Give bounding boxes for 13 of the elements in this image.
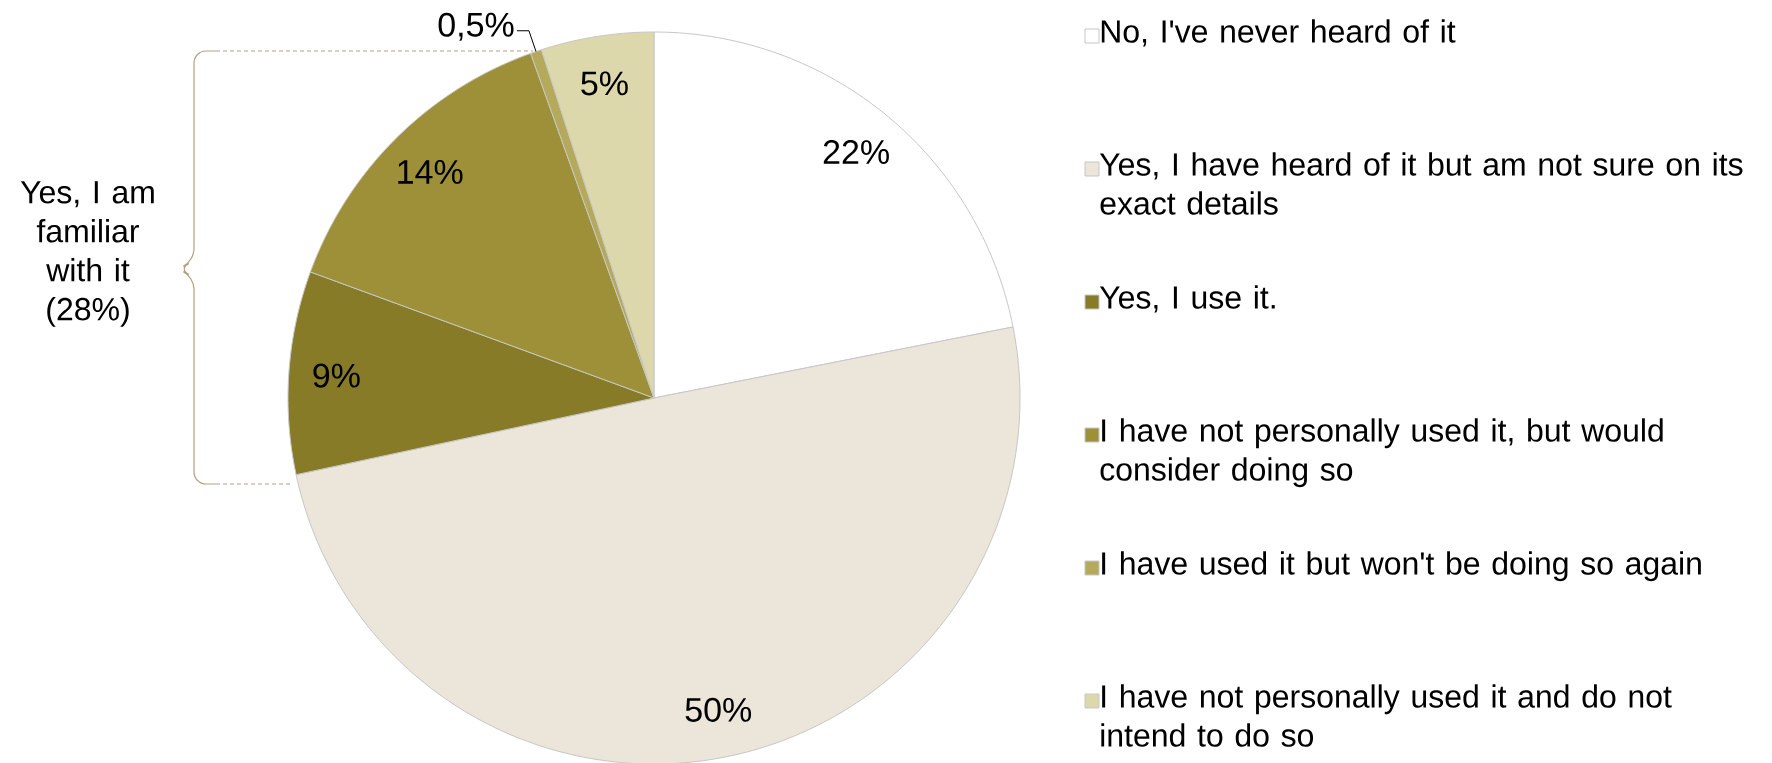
legend-label: I have used it but won't be doing so again: [1102, 551, 1701, 582]
data-label: 0,5%: [438, 12, 514, 41]
text: Yes, I am familiar with it (28%): [20, 181, 154, 327]
data-label: 5%: [581, 71, 628, 96]
legend-label: Yes, I use it.: [1099, 285, 1275, 313]
data-label: 22%: [823, 140, 889, 164]
data-label: 50%: [685, 697, 752, 722]
data-label: 14%: [398, 160, 463, 184]
legend-label: I have not personally used it, but would consider doing so: [1100, 418, 1663, 488]
legend-label: No, I've never heard of it: [1101, 19, 1456, 47]
legend-label: I have not personally used it and do not intend to do so: [1101, 684, 1672, 747]
data-label: 9%: [313, 363, 360, 388]
legend-label: Yes, I have heard of it but am not sure on its exact details: [1099, 152, 1743, 215]
